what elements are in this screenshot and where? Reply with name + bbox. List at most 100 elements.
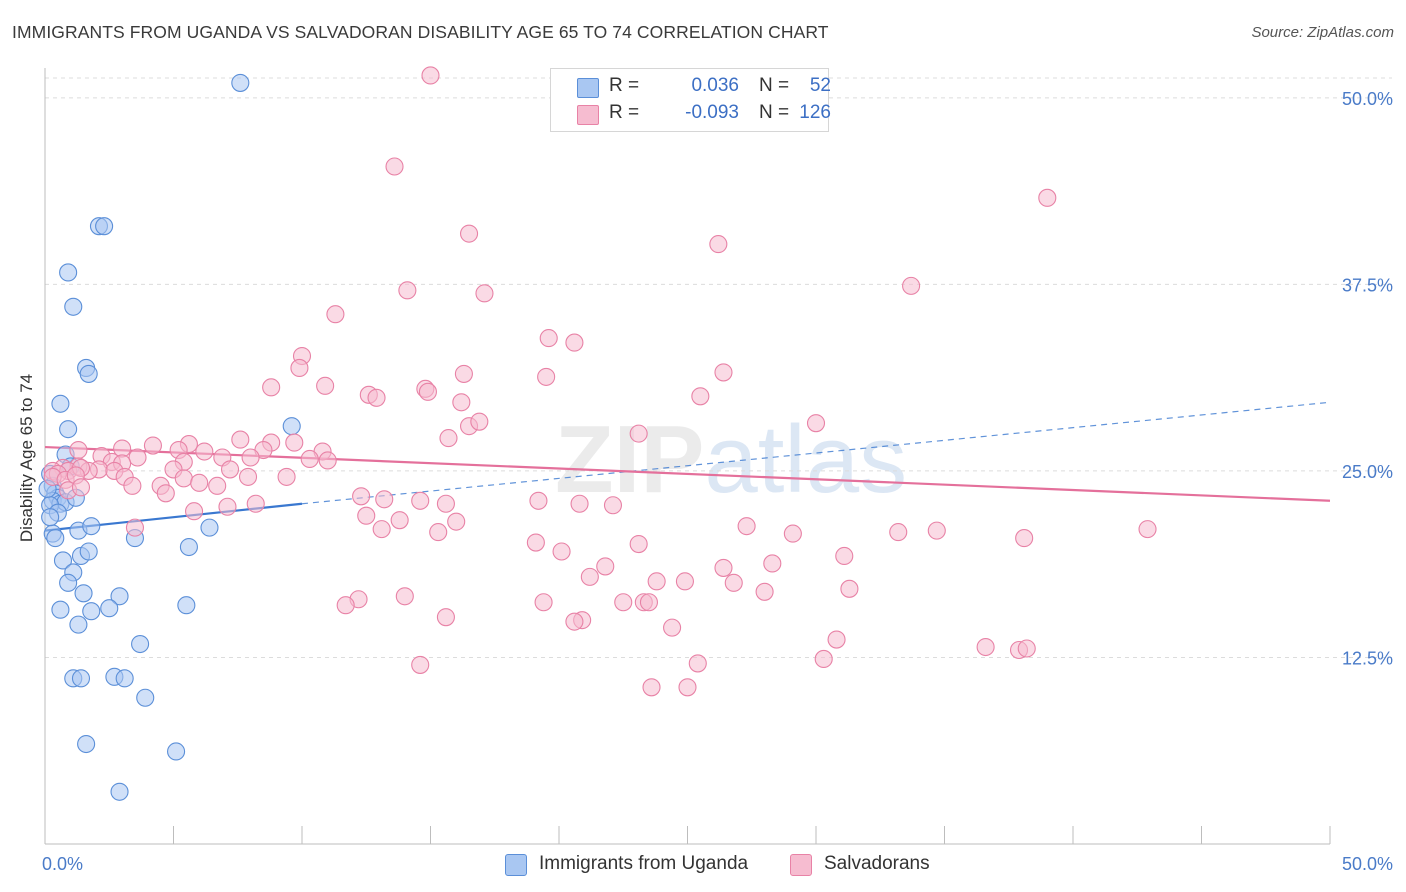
- legend-n-label: N =: [759, 102, 790, 123]
- data-point: [246, 494, 265, 513]
- data-point: [326, 305, 345, 324]
- data-point: [783, 524, 802, 543]
- data-point: [110, 587, 129, 606]
- data-point: [195, 442, 214, 461]
- data-point: [218, 497, 237, 516]
- data-point: [603, 496, 623, 515]
- data-point: [470, 412, 489, 431]
- data-point: [421, 66, 440, 85]
- legend-swatch-uganda: [577, 78, 599, 98]
- data-point: [565, 612, 584, 631]
- data-point: [59, 263, 78, 282]
- chart-title: IMMIGRANTS FROM UGANDA VS SALVADORAN DIS…: [12, 22, 829, 42]
- data-point: [552, 542, 571, 561]
- data-point: [300, 449, 319, 469]
- data-point: [565, 333, 584, 352]
- data-point: [534, 593, 553, 612]
- data-point: [174, 469, 193, 488]
- data-point: [806, 414, 826, 433]
- watermark-atlas: atlas: [704, 406, 907, 513]
- data-point: [688, 654, 707, 673]
- legend-n-label: N =: [759, 75, 790, 96]
- data-point: [372, 520, 391, 539]
- data-point: [357, 506, 376, 525]
- data-point: [459, 224, 479, 243]
- data-point: [190, 473, 209, 492]
- data-point: [755, 582, 774, 601]
- data-point: [167, 742, 186, 761]
- data-point: [714, 363, 733, 382]
- data-point: [529, 491, 548, 510]
- data-point: [69, 615, 88, 634]
- legend-n-value: 52: [809, 75, 831, 96]
- data-point: [709, 235, 728, 254]
- y-axis-label: Disability Age 65 to 74: [17, 374, 36, 542]
- data-point: [835, 546, 854, 566]
- data-point: [385, 157, 404, 176]
- data-point: [614, 593, 633, 612]
- data-point: [74, 584, 93, 603]
- data-point: [675, 572, 694, 591]
- data-point: [125, 518, 144, 537]
- data-point: [570, 494, 589, 513]
- legend-swatch-salvadorans: [790, 854, 812, 876]
- data-point: [262, 378, 281, 397]
- y-tick-label: 25.0%: [1342, 462, 1393, 482]
- data-point: [231, 430, 250, 449]
- data-point: [200, 518, 219, 537]
- data-point: [390, 511, 409, 530]
- data-point: [128, 448, 147, 467]
- data-point: [156, 484, 175, 503]
- data-point: [375, 490, 394, 509]
- data-point: [277, 467, 296, 486]
- data-point: [51, 600, 70, 619]
- data-point: [429, 523, 448, 542]
- legend-r-label: R =: [609, 75, 640, 96]
- data-point: [475, 284, 494, 303]
- legend-r-value: 0.036: [691, 75, 739, 96]
- data-point: [902, 276, 921, 295]
- legend-n-value: 126: [799, 102, 831, 123]
- data-point: [177, 596, 196, 615]
- stats-legend: R = 0.036 N = 52 R = -0.093 N = 126: [550, 68, 831, 132]
- data-point: [976, 637, 995, 657]
- series-uganda: [38, 73, 301, 801]
- series-legend: Immigrants from Uganda Salvadorans: [0, 851, 1406, 879]
- data-point: [64, 297, 83, 316]
- data-point: [179, 537, 198, 557]
- data-point: [82, 517, 101, 536]
- data-point: [411, 655, 430, 674]
- source-label: Source: ZipAtlas.com: [1251, 24, 1394, 41]
- data-point: [629, 424, 648, 443]
- data-point: [77, 734, 96, 754]
- data-point: [123, 476, 142, 495]
- data-point: [596, 557, 615, 576]
- data-point: [714, 558, 733, 577]
- y-tick-label: 37.5%: [1342, 275, 1393, 295]
- data-point: [691, 387, 710, 406]
- data-point: [452, 393, 471, 412]
- data-point: [1017, 639, 1036, 658]
- tick-labels: 12.5% 25.0% 37.5% 50.0% 0.0% 50.0%: [42, 89, 1393, 874]
- data-point: [647, 572, 666, 591]
- legend-swatch-salvadorans: [577, 105, 599, 125]
- data-point: [539, 329, 558, 348]
- data-point: [115, 669, 134, 688]
- data-point: [814, 649, 833, 669]
- axes: [44, 68, 1331, 845]
- data-point: [220, 460, 240, 479]
- data-point: [241, 448, 260, 467]
- data-point: [238, 467, 258, 486]
- data-point: [927, 521, 946, 540]
- data-point: [131, 634, 150, 654]
- data-point: [318, 451, 337, 470]
- data-point: [724, 573, 743, 592]
- data-point: [580, 567, 599, 586]
- data-point: [367, 388, 386, 407]
- legend-r-label: R =: [609, 102, 640, 123]
- data-point: [1038, 188, 1057, 207]
- data-point: [336, 596, 355, 615]
- legend-swatch-uganda: [505, 854, 527, 876]
- data-point: [79, 364, 98, 383]
